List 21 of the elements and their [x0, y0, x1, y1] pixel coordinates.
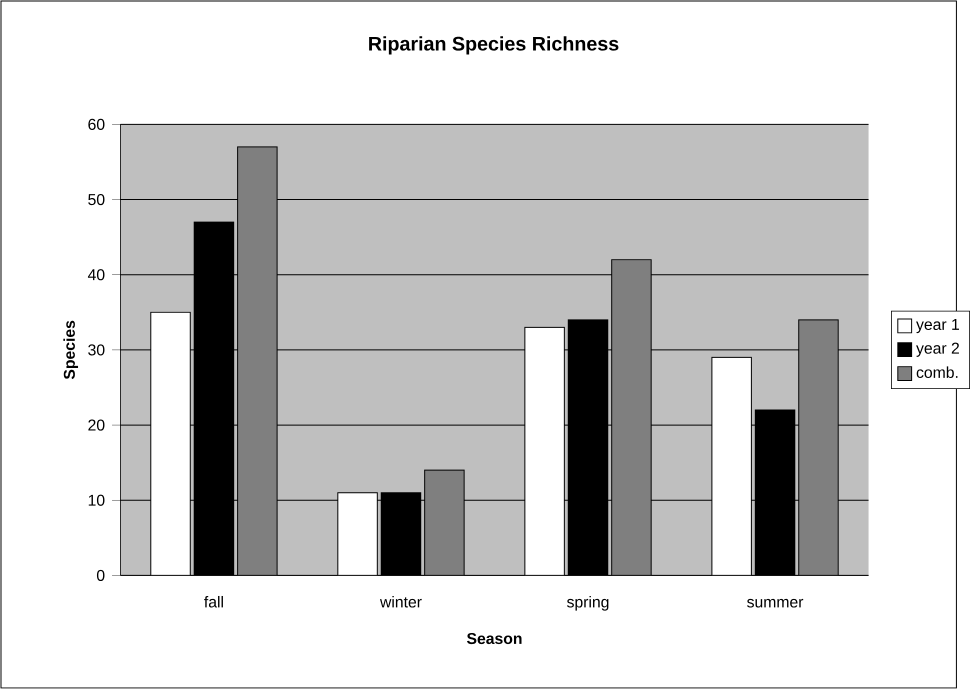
- legend-label: year 2: [916, 342, 959, 357]
- y-tick-label: 50: [88, 194, 104, 206]
- chart-title: Riparian Species Richness: [369, 36, 618, 55]
- y-tick-label: 30: [88, 344, 104, 356]
- x-tick-label: fall: [204, 596, 223, 608]
- x-axis-title: Season: [466, 632, 522, 644]
- bar: [711, 356, 752, 576]
- y-axis-title: Species: [63, 320, 78, 380]
- bar: [524, 326, 565, 576]
- y-tick-label: 0: [96, 570, 104, 582]
- bar: [150, 312, 191, 576]
- x-tick-label: spring: [567, 596, 608, 611]
- legend-label: year 1: [916, 319, 959, 334]
- x-tick-label: winter: [380, 596, 422, 608]
- y-tick-label: 10: [88, 494, 104, 506]
- x-tick-label: summer: [747, 598, 804, 608]
- y-tick-label: 40: [88, 269, 104, 280]
- bar: [337, 492, 378, 576]
- y-tick-label: 20: [88, 420, 104, 431]
- legend-label: comb.: [916, 366, 958, 378]
- y-tick-label: 60: [88, 118, 104, 130]
